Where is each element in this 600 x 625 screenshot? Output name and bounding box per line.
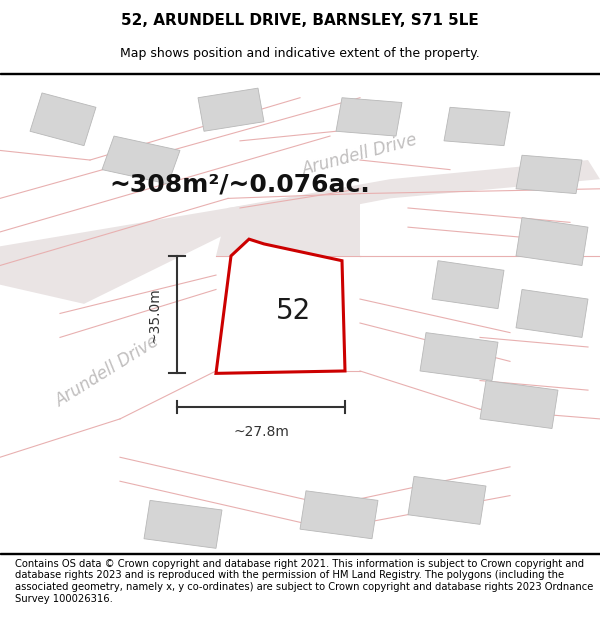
- Polygon shape: [336, 98, 402, 136]
- Polygon shape: [408, 476, 486, 524]
- Text: ~35.0m: ~35.0m: [148, 287, 162, 342]
- Text: 52: 52: [277, 297, 311, 325]
- Polygon shape: [0, 208, 240, 304]
- Text: Contains OS data © Crown copyright and database right 2021. This information is : Contains OS data © Crown copyright and d…: [15, 559, 593, 604]
- Polygon shape: [102, 136, 180, 184]
- Text: 52, ARUNDELL DRIVE, BARNSLEY, S71 5LE: 52, ARUNDELL DRIVE, BARNSLEY, S71 5LE: [121, 13, 479, 28]
- Polygon shape: [516, 217, 588, 266]
- Polygon shape: [420, 332, 498, 381]
- Polygon shape: [516, 289, 588, 338]
- Polygon shape: [228, 160, 600, 227]
- Text: Map shows position and indicative extent of the property.: Map shows position and indicative extent…: [120, 47, 480, 59]
- Polygon shape: [198, 88, 264, 131]
- Polygon shape: [216, 189, 360, 256]
- Polygon shape: [432, 261, 504, 309]
- Polygon shape: [144, 501, 222, 548]
- Polygon shape: [300, 491, 378, 539]
- Text: ~27.8m: ~27.8m: [233, 425, 289, 439]
- Polygon shape: [444, 107, 510, 146]
- Text: Arundell Drive: Arundell Drive: [53, 332, 163, 410]
- Polygon shape: [30, 93, 96, 146]
- Text: Arundell Drive: Arundell Drive: [300, 131, 420, 179]
- Polygon shape: [216, 239, 345, 373]
- Text: ~308m²/~0.076ac.: ~308m²/~0.076ac.: [110, 172, 370, 196]
- Polygon shape: [480, 381, 558, 429]
- Polygon shape: [516, 155, 582, 194]
